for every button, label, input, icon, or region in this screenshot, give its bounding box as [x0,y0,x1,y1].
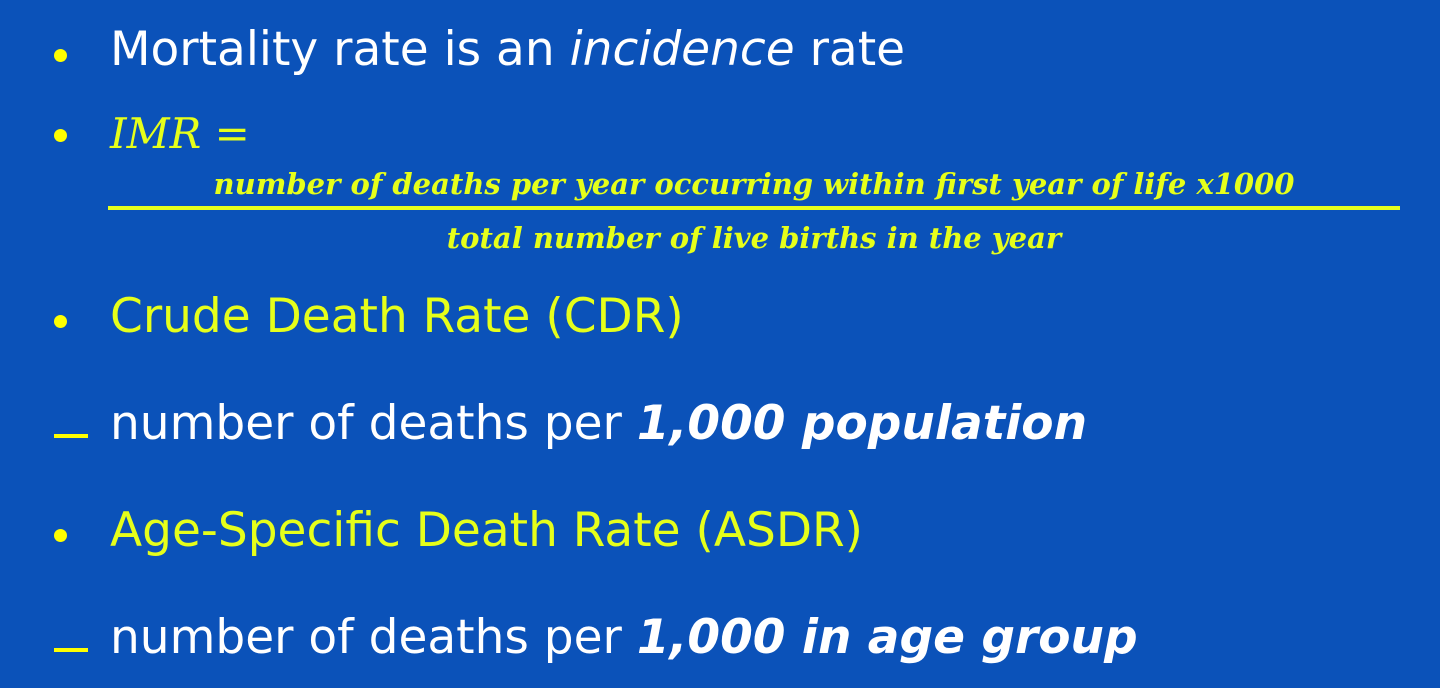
bullet-asdr: Age-Specific Death Rate (ASDR) [0,507,1440,563]
bullet-dot-icon [54,313,67,332]
bullet-cdr: Crude Death Rate (CDR) [0,293,1440,349]
bullet-dot-icon [54,127,67,146]
cdr-detail-text: number of deaths per 1,000 population [110,400,1087,447]
bullet-mortality-rate: Mortality rate is an incidence rate [0,26,1440,82]
bullet-imr [0,108,1440,268]
asdr-detail: number of deaths per 1,000 in age group [0,614,1440,670]
cdr-detail-emphasis: 1,000 population [636,396,1088,451]
mortality-rate-text: Mortality rate is an incidence rate [110,26,905,73]
dash-icon [54,423,88,442]
asdr-detail-prefix: number of deaths per [110,610,637,665]
mortality-suffix: rate [794,22,906,77]
cdr-detail-prefix: number of deaths per [110,396,637,451]
mortality-prefix: Mortality rate is an [110,22,570,77]
imr-denominator: total number of live births in the year [446,221,1062,255]
mortality-emphasis: incidence [569,22,795,77]
fraction-bar [108,206,1400,210]
cdr-detail: number of deaths per 1,000 population [0,400,1440,456]
dash-icon [54,637,88,656]
imr-numerator: number of deaths per year occurring with… [213,167,1295,201]
asdr-detail-emphasis: 1,000 in age group [636,610,1138,665]
bullet-dot-icon [54,47,67,66]
imr-fraction: number of deaths per year occurring with… [108,166,1400,256]
cdr-heading: Crude Death Rate (CDR) [110,289,684,344]
asdr-heading: Age-Specific Death Rate (ASDR) [110,503,864,558]
imr-label: IMR = [110,109,250,158]
bullet-dot-icon [54,527,67,546]
asdr-detail-text: number of deaths per 1,000 in age group [110,614,1138,661]
